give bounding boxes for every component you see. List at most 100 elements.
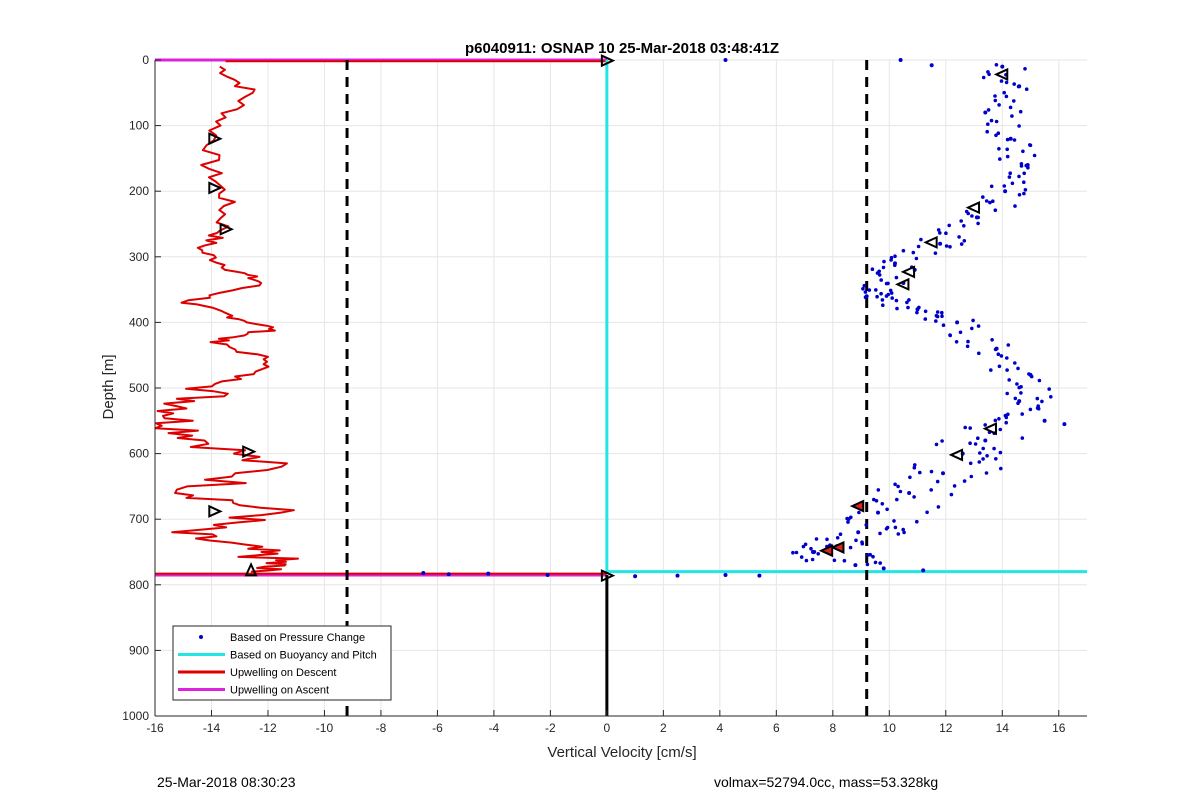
pressure-point <box>870 267 875 272</box>
y-tick-label: 700 <box>129 512 149 526</box>
pressure-point <box>893 525 898 530</box>
chart-title: p6040911: OSNAP 10 25-Mar-2018 03:48:41Z <box>465 40 779 57</box>
triangle-shape <box>818 544 834 558</box>
pressure-point <box>832 558 837 563</box>
pressure-point <box>901 527 905 532</box>
pressure-point <box>1005 137 1010 142</box>
triangle-marker <box>208 132 223 146</box>
pressure-point <box>848 545 853 550</box>
pressure-point <box>977 460 982 464</box>
pressure-point <box>856 530 861 535</box>
pressure-point <box>905 300 909 305</box>
pressure-point <box>915 310 919 315</box>
pressure-point <box>962 224 966 228</box>
pressure-point <box>944 231 948 235</box>
pressure-point <box>978 451 982 455</box>
pressure-point <box>977 351 981 356</box>
pressure-point <box>1021 149 1025 154</box>
pressure-point <box>966 339 970 344</box>
pressure-point <box>991 199 995 203</box>
pressure-point <box>957 235 961 239</box>
pressure-point <box>1018 109 1023 114</box>
y-tick-label: 500 <box>129 381 149 395</box>
pressure-point <box>860 541 865 546</box>
pressure-point <box>1028 143 1033 148</box>
pressure-point <box>998 450 1003 455</box>
pressure-point <box>1028 407 1033 412</box>
pressure-point <box>545 573 550 577</box>
pressure-point <box>1007 175 1012 179</box>
pressure-point <box>941 323 946 328</box>
pressure-point <box>893 254 897 258</box>
pressure-point <box>999 466 1003 471</box>
pressure-point <box>486 571 491 576</box>
pressure-point <box>1012 138 1017 142</box>
pressure-point <box>935 310 940 314</box>
pressure-point <box>934 319 938 323</box>
pressure-point <box>847 517 851 521</box>
pressure-point <box>923 317 928 321</box>
x-tick-label: -16 <box>146 721 164 735</box>
pressure-point <box>949 492 954 497</box>
x-tick-label: 6 <box>773 721 780 735</box>
pressure-point <box>992 446 996 451</box>
pressure-point <box>894 298 899 303</box>
pressure-point <box>941 471 945 476</box>
legend-swatch-dot <box>199 635 203 639</box>
pressure-point <box>876 510 880 515</box>
pressure-point <box>965 344 970 349</box>
triangle-marker <box>993 67 1009 81</box>
pressure-point <box>893 482 897 487</box>
x-tick-label: 4 <box>717 721 724 735</box>
pressure-point <box>970 326 974 331</box>
pressure-point <box>997 417 1001 421</box>
pressure-point <box>1013 361 1017 365</box>
pressure-point <box>1005 154 1010 159</box>
pressure-point <box>890 296 894 300</box>
pressure-point <box>999 354 1004 358</box>
triangle-shape <box>900 265 916 279</box>
pressure-point <box>907 298 911 302</box>
y-axis-label: Depth [m] <box>100 354 117 419</box>
pressure-point <box>1032 153 1037 158</box>
pressure-point <box>835 536 840 540</box>
pressure-point <box>879 278 883 282</box>
pressure-point <box>968 426 972 430</box>
triangle-marker <box>219 222 235 236</box>
pressure-point <box>893 263 897 268</box>
pressure-point <box>894 275 899 280</box>
pressure-point <box>889 258 893 262</box>
pressure-point <box>955 320 960 325</box>
pressure-point <box>915 519 919 524</box>
pressure-point <box>1047 387 1051 391</box>
pressure-point <box>968 461 973 466</box>
pressure-point <box>966 211 970 216</box>
x-tick-label: 2 <box>660 721 667 735</box>
triangle-shape <box>965 201 981 215</box>
triangle-shape <box>208 132 223 146</box>
pressure-point <box>1012 82 1016 86</box>
pressure-point <box>888 288 893 293</box>
pressure-point <box>948 245 952 249</box>
pressure-point <box>929 488 933 492</box>
pressure-point <box>970 214 974 218</box>
pressure-point <box>853 563 858 568</box>
pressure-point <box>881 265 886 270</box>
pressure-point <box>1004 420 1008 425</box>
pressure-point <box>898 58 903 62</box>
x-tick-label: 0 <box>604 721 611 735</box>
pressure-point <box>814 537 819 541</box>
pressure-point <box>862 283 867 288</box>
pressure-point <box>1049 395 1053 399</box>
pressure-point <box>1023 67 1027 71</box>
pressure-point <box>1017 174 1021 179</box>
pressure-point <box>925 510 929 515</box>
pressure-point <box>988 200 992 205</box>
pressure-point <box>923 309 928 314</box>
pressure-point <box>993 94 997 98</box>
pressure-point <box>871 554 875 559</box>
pressure-point <box>882 259 886 264</box>
pressure-point <box>880 298 885 302</box>
pressure-point <box>816 552 820 556</box>
pressure-point <box>944 244 949 248</box>
